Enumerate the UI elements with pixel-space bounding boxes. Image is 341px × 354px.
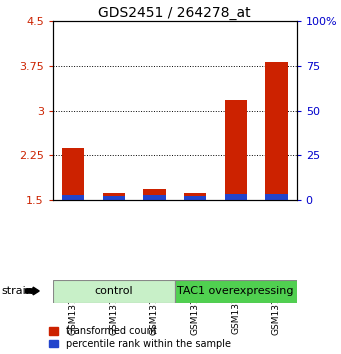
Text: GSM137123: GSM137123 xyxy=(272,280,281,335)
Text: TAC1 overexpressing: TAC1 overexpressing xyxy=(177,286,294,296)
Bar xyxy=(53,280,175,303)
Bar xyxy=(184,193,206,200)
Bar xyxy=(143,189,166,200)
Bar xyxy=(224,100,247,200)
Bar xyxy=(175,280,297,303)
Title: GDS2451 / 264278_at: GDS2451 / 264278_at xyxy=(99,6,251,20)
Bar xyxy=(224,194,247,200)
Text: GSM137122: GSM137122 xyxy=(231,280,240,335)
Text: GSM137120: GSM137120 xyxy=(150,280,159,335)
Text: GSM137118: GSM137118 xyxy=(69,280,78,335)
Bar xyxy=(103,193,125,200)
Bar xyxy=(265,194,287,200)
Bar xyxy=(62,148,84,200)
Bar xyxy=(62,195,84,200)
Bar xyxy=(103,195,125,200)
Bar xyxy=(184,195,206,200)
Bar xyxy=(265,62,287,200)
Text: GSM137119: GSM137119 xyxy=(109,280,118,335)
Text: strain: strain xyxy=(2,286,33,296)
Text: control: control xyxy=(94,286,133,296)
Text: GSM137121: GSM137121 xyxy=(191,280,199,335)
Legend: transformed count, percentile rank within the sample: transformed count, percentile rank withi… xyxy=(49,326,231,349)
Bar xyxy=(143,195,166,200)
